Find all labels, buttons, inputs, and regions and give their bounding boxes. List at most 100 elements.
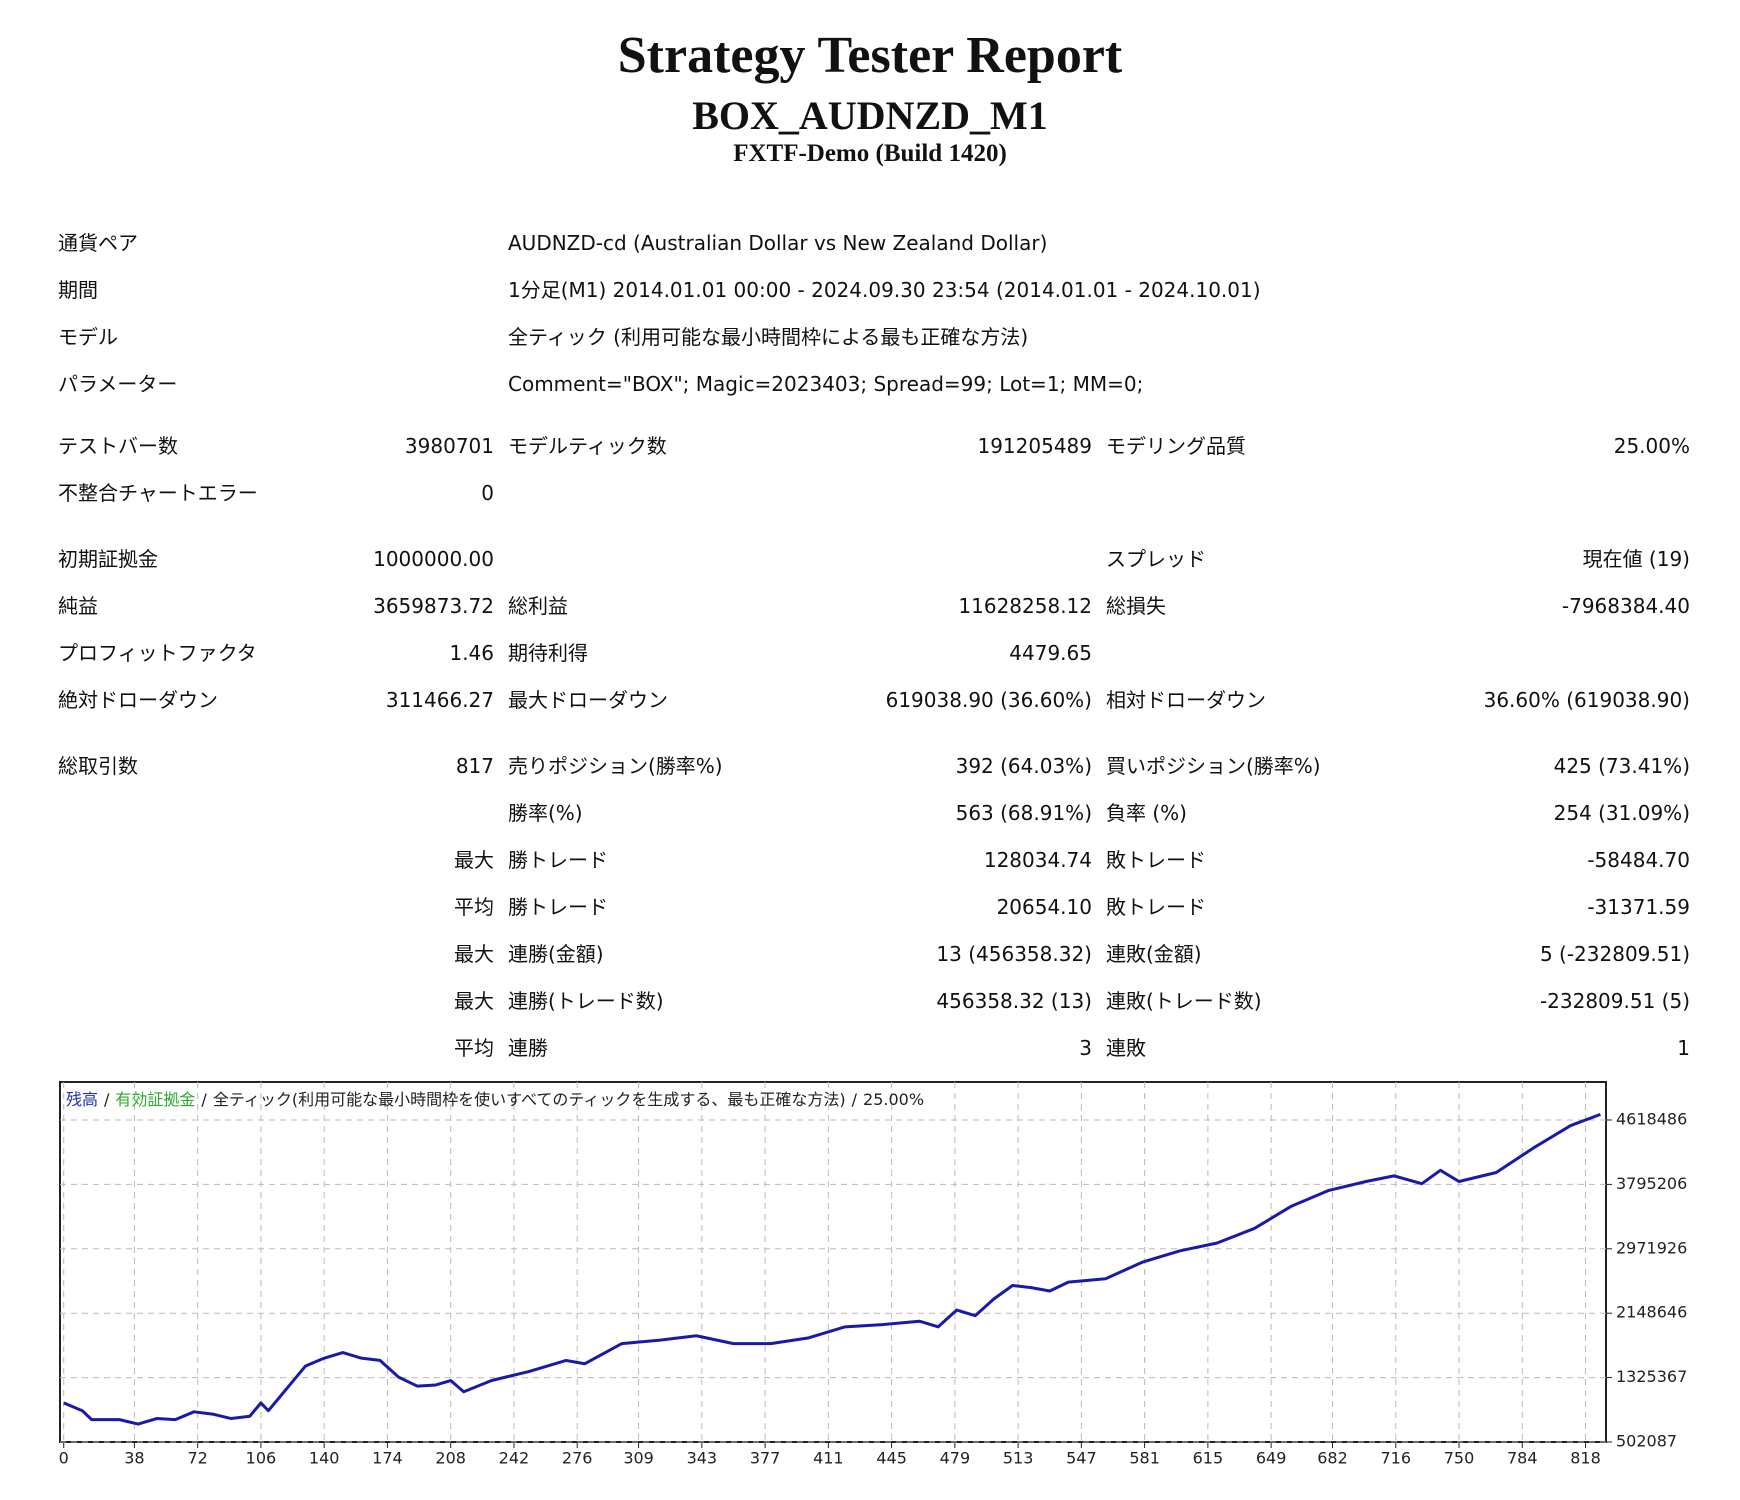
legend: 残高 / 有効証拠金 / 全ティック(利用可能な最小時間枠を使いすべてのティックを生成す… [66, 1090, 924, 1109]
report-subtitle: BOX_AUDNZD_M1 [692, 93, 1048, 138]
y-tick-label: 1325367 [1616, 1367, 1687, 1386]
x-tick-label: 682 [1317, 1449, 1348, 1468]
stat-label: 勝率(%) [508, 801, 583, 825]
stat-value: 3980701 [404, 434, 494, 458]
x-tick-label: 343 [687, 1449, 718, 1468]
stat-value: 現在値 (19) [1582, 547, 1690, 571]
x-tick-label: 615 [1193, 1449, 1224, 1468]
info-value: 1分足(M1) 2014.01.01 00:00 - 2024.09.30 23… [508, 278, 1261, 302]
x-tick-label: 547 [1066, 1449, 1097, 1468]
stat-value: 817 [455, 754, 494, 778]
stat-label: 連勝(金額) [508, 942, 604, 966]
report-title: Strategy Tester Report [617, 27, 1123, 84]
stat-value: 最大 [454, 848, 494, 872]
stat-value: 3 [1079, 1036, 1092, 1060]
info-label: パラメーター [58, 372, 178, 396]
stat-value: 1 [1677, 1036, 1690, 1060]
stat-label: モデリング品質 [1106, 434, 1246, 458]
legend-separator: / [104, 1090, 110, 1109]
x-tick-label: 140 [309, 1449, 340, 1468]
x-tick-label: 276 [562, 1449, 593, 1468]
y-tick-label: 2148646 [1616, 1303, 1687, 1322]
equity-line [63, 1112, 1601, 1426]
stat-label: 相対ドローダウン [1106, 688, 1266, 712]
stat-value: 392 (64.03%) [955, 754, 1092, 778]
x-tick-label: 72 [187, 1449, 207, 1468]
stat-value: -232809.51 (5) [1539, 989, 1690, 1013]
y-tick-label: 2971926 [1616, 1238, 1687, 1257]
stat-label: 総損失 [1106, 594, 1166, 618]
stat-label: 期待利得 [508, 641, 588, 665]
stat-label: 絶対ドローダウン [58, 688, 218, 712]
stat-label: 総利益 [508, 594, 568, 618]
x-tick-label: 818 [1570, 1449, 1601, 1468]
stat-value: 1.46 [449, 641, 494, 665]
x-tick-label: 513 [1003, 1449, 1034, 1468]
stat-value: 最大 [454, 989, 494, 1013]
stat-label: 連敗(トレード数) [1106, 989, 1262, 1013]
stat-value: 平均 [454, 1036, 494, 1060]
x-tick-label: 784 [1507, 1449, 1538, 1468]
stat-label: 売りポジション(勝率%) [508, 754, 723, 778]
stat-value: 3659873.72 [373, 594, 494, 618]
stat-value: 4479.65 [1009, 641, 1092, 665]
info-label: 期間 [58, 278, 98, 302]
stat-label: スプレッド [1106, 547, 1206, 571]
stat-value: 254 (31.09%) [1553, 801, 1690, 825]
stat-value: 36.60% (619038.90) [1483, 688, 1690, 712]
stat-label: 連勝 [508, 1036, 548, 1060]
stat-label: 純益 [58, 594, 98, 618]
stat-value: 13 (456358.32) [936, 942, 1092, 966]
x-tick-label: 411 [813, 1449, 844, 1468]
stat-value: 5 (-232809.51) [1539, 942, 1690, 966]
stat-label: 初期証拠金 [58, 547, 158, 571]
stat-value: 128034.74 [983, 848, 1092, 872]
stat-label: 総取引数 [58, 754, 138, 778]
info-value: 全ティック (利用可能な最小時間枠による最も正確な方法) [508, 325, 1029, 349]
stat-label: 連敗 [1106, 1036, 1146, 1060]
stat-label: 連勝(トレード数) [508, 989, 664, 1013]
stat-value: 20654.10 [996, 895, 1092, 919]
legend-item: 全ティック(利用可能な最小時間枠を使いすべてのティックを生成する、最も正確な方法… [213, 1090, 846, 1109]
stat-label: テストバー数 [58, 434, 178, 458]
x-tick-label: 38 [124, 1449, 144, 1468]
stat-label: 連敗(金額) [1106, 942, 1202, 966]
stat-value: 11628258.12 [958, 594, 1092, 618]
x-tick-label: 0 [59, 1449, 69, 1468]
stat-value: 平均 [454, 895, 494, 919]
stat-value: -58484.70 [1587, 848, 1690, 872]
x-tick-label: 479 [940, 1449, 971, 1468]
stat-value: 0 [481, 481, 494, 505]
stat-label: プロフィットファクタ [58, 641, 257, 665]
x-tick-label: 106 [246, 1449, 277, 1468]
stat-value: 425 (73.41%) [1553, 754, 1690, 778]
x-tick-label: 208 [435, 1449, 466, 1468]
stat-value: 311466.27 [385, 688, 494, 712]
legend-separator: / [852, 1090, 858, 1109]
info-label: 通貨ペア [58, 231, 138, 255]
x-tick-label: 750 [1444, 1449, 1475, 1468]
stat-label: 敗トレード [1106, 848, 1206, 872]
report-server: FXTF-Demo (Build 1420) [733, 140, 1007, 167]
x-tick-label: 445 [876, 1449, 907, 1468]
stat-value: 25.00% [1613, 434, 1690, 458]
stat-value: -31371.59 [1587, 895, 1690, 919]
x-tick-label: 581 [1129, 1449, 1160, 1468]
stat-label: 勝トレード [508, 895, 608, 919]
x-tick-label: 309 [623, 1449, 654, 1468]
stat-value: 456358.32 (13) [936, 989, 1092, 1013]
info-value: Comment="BOX"; Magic=2023403; Spread=99;… [508, 372, 1144, 396]
stat-value: 563 (68.91%) [955, 801, 1092, 825]
stat-value: 619038.90 (36.60%) [885, 688, 1092, 712]
y-tick-label: 3795206 [1616, 1174, 1687, 1193]
x-tick-label: 649 [1256, 1449, 1287, 1468]
legend-item: 25.00% [863, 1090, 924, 1109]
y-tick-label: 502087 [1616, 1432, 1677, 1451]
stat-label: 最大ドローダウン [508, 688, 668, 712]
x-tick-label: 716 [1381, 1449, 1412, 1468]
x-tick-label: 377 [750, 1449, 781, 1468]
stat-label: 不整合チャートエラー [58, 481, 258, 505]
stat-label: 勝トレード [508, 848, 608, 872]
